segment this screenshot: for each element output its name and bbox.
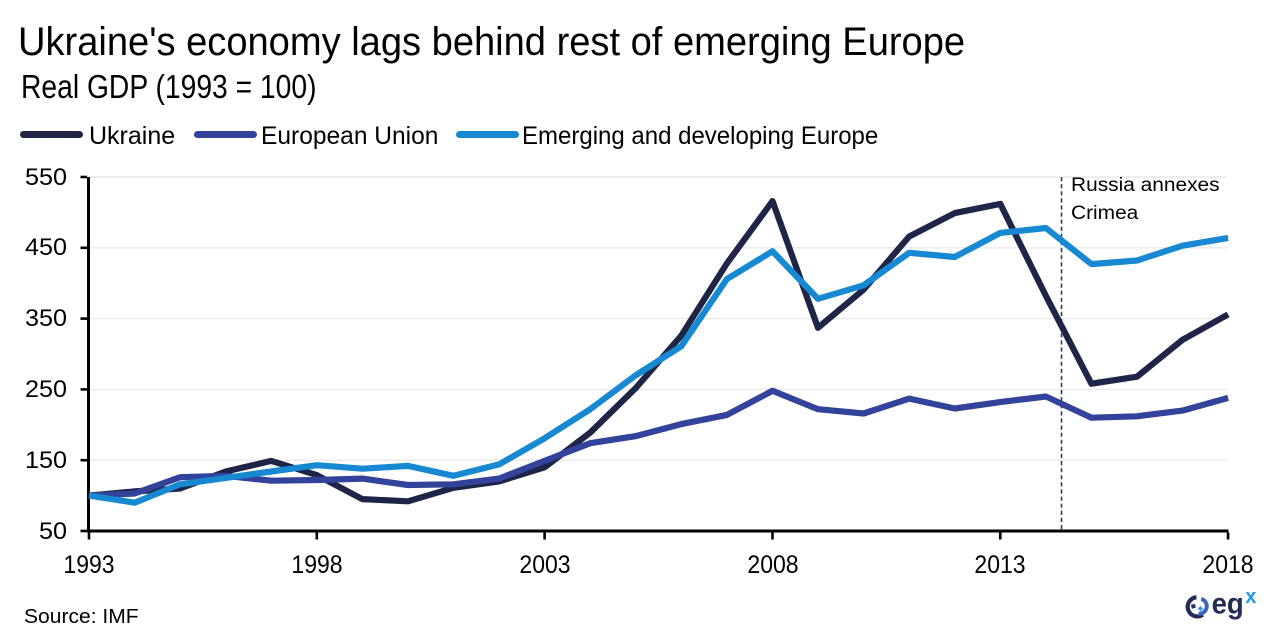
svg-text:x: x	[1245, 586, 1256, 608]
svg-text:eg: eg	[1212, 588, 1244, 621]
